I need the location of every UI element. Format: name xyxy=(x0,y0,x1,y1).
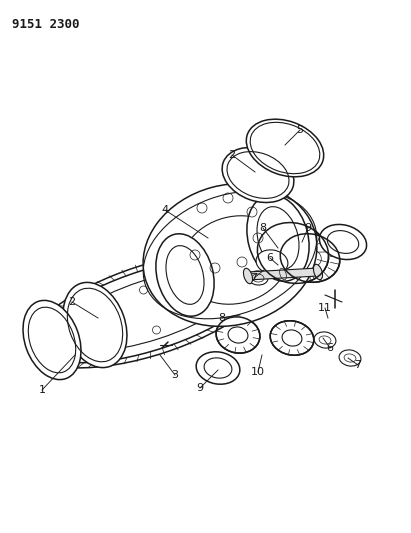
Text: 8: 8 xyxy=(218,313,226,323)
Text: 7: 7 xyxy=(354,360,362,370)
Text: 2: 2 xyxy=(229,150,236,160)
Text: 1: 1 xyxy=(39,385,46,395)
Ellipse shape xyxy=(256,250,288,274)
Ellipse shape xyxy=(257,207,299,269)
Ellipse shape xyxy=(282,330,302,346)
Ellipse shape xyxy=(181,216,289,304)
Ellipse shape xyxy=(339,350,361,366)
Ellipse shape xyxy=(222,148,294,203)
Ellipse shape xyxy=(243,268,252,284)
Ellipse shape xyxy=(314,332,336,348)
Text: 9151 2300: 9151 2300 xyxy=(12,18,79,31)
Ellipse shape xyxy=(248,271,268,285)
Ellipse shape xyxy=(314,264,323,280)
Ellipse shape xyxy=(166,246,204,304)
Text: 9: 9 xyxy=(305,223,312,233)
Polygon shape xyxy=(248,268,318,280)
Text: 2: 2 xyxy=(69,297,76,307)
Text: 6: 6 xyxy=(326,343,333,353)
Ellipse shape xyxy=(29,252,270,368)
Text: 9: 9 xyxy=(196,383,203,393)
Ellipse shape xyxy=(23,301,81,379)
Ellipse shape xyxy=(246,119,324,177)
Ellipse shape xyxy=(63,282,127,368)
Ellipse shape xyxy=(196,352,240,384)
Ellipse shape xyxy=(228,327,248,343)
Text: 3: 3 xyxy=(171,370,178,380)
Ellipse shape xyxy=(319,224,367,260)
Text: 8: 8 xyxy=(259,223,267,233)
Text: 10: 10 xyxy=(251,367,265,377)
Text: 7: 7 xyxy=(250,273,258,283)
Text: 6: 6 xyxy=(266,253,273,263)
Text: 4: 4 xyxy=(162,205,169,215)
Ellipse shape xyxy=(59,269,241,351)
Ellipse shape xyxy=(156,234,214,316)
Text: 5: 5 xyxy=(296,125,303,135)
Ellipse shape xyxy=(143,184,317,326)
Ellipse shape xyxy=(247,195,309,281)
Text: 11: 11 xyxy=(318,303,332,313)
